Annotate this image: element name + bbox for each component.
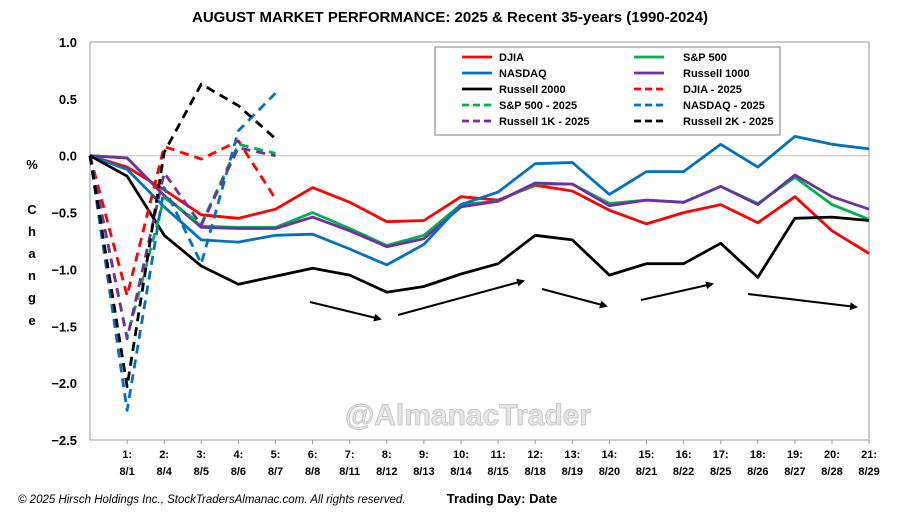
series-lines <box>88 82 870 412</box>
x-tick-date-label: 8/5 <box>194 466 209 478</box>
x-tick-date-label: 8/28 <box>821 466 842 478</box>
series-line-djia-2025 <box>88 139 277 298</box>
series-line-russell-1000 <box>89 154 870 249</box>
y-tick-label: 1.0 <box>59 35 77 50</box>
x-tick-date-label: 8/27 <box>784 466 805 478</box>
x-tick-date-label: 8/6 <box>231 466 246 478</box>
x-tick-date-label: 8/11 <box>339 466 360 478</box>
x-tick-date-label: 8/26 <box>747 466 768 478</box>
x-tick-day-label: 18: <box>750 449 766 461</box>
legend-label-nasdaq: NASDAQ <box>499 68 547 80</box>
x-tick-date-label: 8/22 <box>673 466 694 478</box>
x-tick-day-label: 6: <box>308 449 318 461</box>
y-axis-ticks: 1.0 0.5 0.0 −0.5 −1.0 −1.5 −2.0 −2.5 <box>51 35 77 448</box>
x-tick-day-label: 20: <box>824 449 840 461</box>
legend-label-djia-2025: DJIA - 2025 <box>683 84 742 96</box>
x-tick-day-label: 5: <box>271 449 281 461</box>
trend-arrow <box>397 278 525 316</box>
x-tick-date-label: 8/29 <box>858 466 879 478</box>
x-tick-day-label: 8: <box>382 449 392 461</box>
x-tick-date-label: 8/13 <box>413 466 434 478</box>
legend-label-nasdaq-2025: NASDAQ - 2025 <box>683 100 765 112</box>
watermark: @AlmanacTrader <box>345 399 591 432</box>
y-tick-label: −1.0 <box>51 262 77 277</box>
trend-arrow <box>640 281 714 301</box>
y-label-char: e <box>28 313 35 328</box>
x-tick-date-label: 8/19 <box>562 466 583 478</box>
x-tick-date-label: 8/8 <box>305 466 320 478</box>
legend-label-s-p-500-2025: S&P 500 - 2025 <box>499 100 577 112</box>
x-tick-day-label: 19: <box>787 449 803 461</box>
x-axis-label: Trading Day: Date <box>447 491 558 506</box>
series-line-russell-2000 <box>89 154 870 294</box>
x-tick-day-label: 9: <box>419 449 429 461</box>
y-tick-label: −2.0 <box>51 376 77 391</box>
x-tick-day-label: 13: <box>564 449 580 461</box>
y-tick-label: −0.5 <box>51 206 77 221</box>
series-line-nasdaq <box>89 134 870 267</box>
legend-label-s-p-500: S&P 500 <box>683 52 727 64</box>
y-tick-label: 0.0 <box>59 149 77 164</box>
y-label-char: h <box>28 224 36 239</box>
x-tick-day-label: 3: <box>196 449 206 461</box>
legend-label-russell-2k-2025: Russell 2K - 2025 <box>683 116 774 128</box>
x-tick-date-label: 8/14 <box>450 466 472 478</box>
x-tick-date-label: 8/21 <box>636 466 657 478</box>
series-line-russell-1k-2025 <box>88 146 276 341</box>
copyright-footer: © 2025 Hirsch Holdings Inc., StockTrader… <box>18 494 405 506</box>
x-tick-date-label: 8/25 <box>710 466 731 478</box>
x-tick-day-label: 4: <box>234 449 244 461</box>
y-tick-label: −1.5 <box>51 319 77 334</box>
legend-label-djia: DJIA <box>499 52 524 64</box>
trend-arrow <box>747 293 858 311</box>
x-tick-day-label: 16: <box>676 449 692 461</box>
y-label-char: g <box>28 290 36 305</box>
x-tick-day-label: 11: <box>490 449 505 461</box>
x-tick-date-label: 8/4 <box>157 466 173 478</box>
x-tick-day-label: 17: <box>713 449 729 461</box>
legend-box <box>434 46 781 136</box>
legend-label-russell-2000: Russell 2000 <box>499 84 566 96</box>
trend-arrows <box>309 278 858 322</box>
x-tick-date-label: 8/12 <box>376 466 397 478</box>
x-tick-day-label: 1: <box>122 449 132 461</box>
trend-arrow <box>309 301 382 322</box>
x-tick-day-label: 12: <box>527 449 543 461</box>
x-tick-date-label: 8/18 <box>524 466 545 478</box>
y-label-char: n <box>28 268 36 283</box>
x-tick-day-label: 7: <box>345 449 355 461</box>
x-tick-date-label: 8/15 <box>487 466 508 478</box>
x-tick-day-label: 14: <box>601 449 617 461</box>
x-tick-day-label: 10: <box>453 449 469 461</box>
x-tick-day-label: 2: <box>159 449 169 461</box>
series-line-nasdaq-2025 <box>88 92 277 412</box>
x-tick-date-label: 8/1 <box>119 466 134 478</box>
plot-area <box>89 41 870 441</box>
y-tick-label: −2.5 <box>51 433 77 448</box>
chart-title: AUGUST MARKET PERFORMANCE: 2025 & Recent… <box>192 9 708 26</box>
legend: DJIA S&P 500 NASDAQ Russell 1000 Russell 200… <box>434 46 781 136</box>
x-axis-ticks: 1: 8/1 2: 8/4 3: 8/5 4: 8/6 5: 8/7 6: 8/8 7: 8/11 8: 8/… <box>119 440 880 478</box>
x-tick-date-label: 8/7 <box>268 466 283 478</box>
y-label-char: C <box>27 202 37 217</box>
x-tick-day-label: 21: <box>861 449 877 461</box>
y-tick-label: 0.5 <box>59 92 77 107</box>
legend-label-russell-1000: Russell 1000 <box>683 68 750 80</box>
trend-arrow <box>541 288 608 309</box>
x-tick-date-label: 8/20 <box>599 466 620 478</box>
y-label-char: % <box>26 157 38 172</box>
legend-label-russell-1k-2025: Russell 1K - 2025 <box>499 116 590 128</box>
x-tick-day-label: 15: <box>639 449 655 461</box>
y-label-char: a <box>28 246 36 261</box>
